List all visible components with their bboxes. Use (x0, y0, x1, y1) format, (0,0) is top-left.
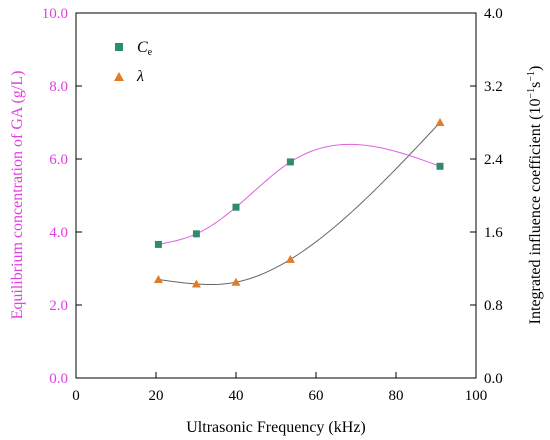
right-tick-label: 3.2 (484, 79, 503, 95)
ce-point (286, 158, 294, 166)
legend-marker-ce (115, 43, 123, 51)
lambda-point (191, 279, 201, 288)
right-tick-label: 0.8 (484, 298, 503, 314)
ce-point (154, 240, 162, 248)
ce-point (232, 203, 240, 211)
lambda-point (231, 277, 241, 286)
fit-lines (158, 122, 441, 286)
legend-label-lambda: λ (136, 68, 144, 85)
left-tick-label: 0.0 (49, 371, 68, 387)
right-tick-label: 1.6 (484, 225, 503, 241)
x-tick-label: 100 (465, 388, 488, 404)
x-tick-label: 0 (72, 388, 80, 404)
fit-line-lambda (158, 122, 441, 286)
right-axis-title: Integrated influence coefficient (10−1s−… (526, 66, 544, 325)
legend: Ce λ (114, 39, 153, 85)
left-tick-label: 6.0 (49, 152, 68, 168)
x-tick-label: 60 (309, 388, 324, 404)
left-tick-label: 8.0 (49, 79, 68, 95)
x-axis-title: Ultrasonic Frequency (kHz) (186, 419, 366, 436)
data-markers (153, 118, 445, 288)
ticks-layer: 0 20 40 60 80 1000.02.04.06.08.010.00.00.81.6… (42, 6, 504, 404)
fit-line-ce (158, 143, 441, 245)
lambda-point (285, 254, 295, 263)
x-tick-label: 80 (389, 388, 404, 404)
left-tick-label: 4.0 (49, 225, 68, 241)
left-axis-title: Equilibrium concentration of GA (g/L) (9, 71, 26, 320)
right-tick-label: 0.0 (484, 371, 503, 387)
ce-point (192, 230, 200, 238)
right-tick-label: 2.4 (484, 152, 503, 168)
plot-frame (75, 12, 477, 379)
legend-label-ce-sub: e (148, 47, 153, 58)
legend-marker-lambda (114, 72, 124, 81)
lambda-point (153, 274, 163, 283)
right-tick-label: 4.0 (484, 6, 503, 22)
x-tick-label: 40 (229, 388, 244, 404)
left-tick-label: 10.0 (42, 6, 68, 22)
ce-point (436, 162, 444, 170)
x-tick-label: 20 (149, 388, 164, 404)
left-tick-label: 2.0 (49, 298, 68, 314)
legend-label-ce: Ce (137, 39, 153, 58)
lambda-point (435, 118, 445, 126)
